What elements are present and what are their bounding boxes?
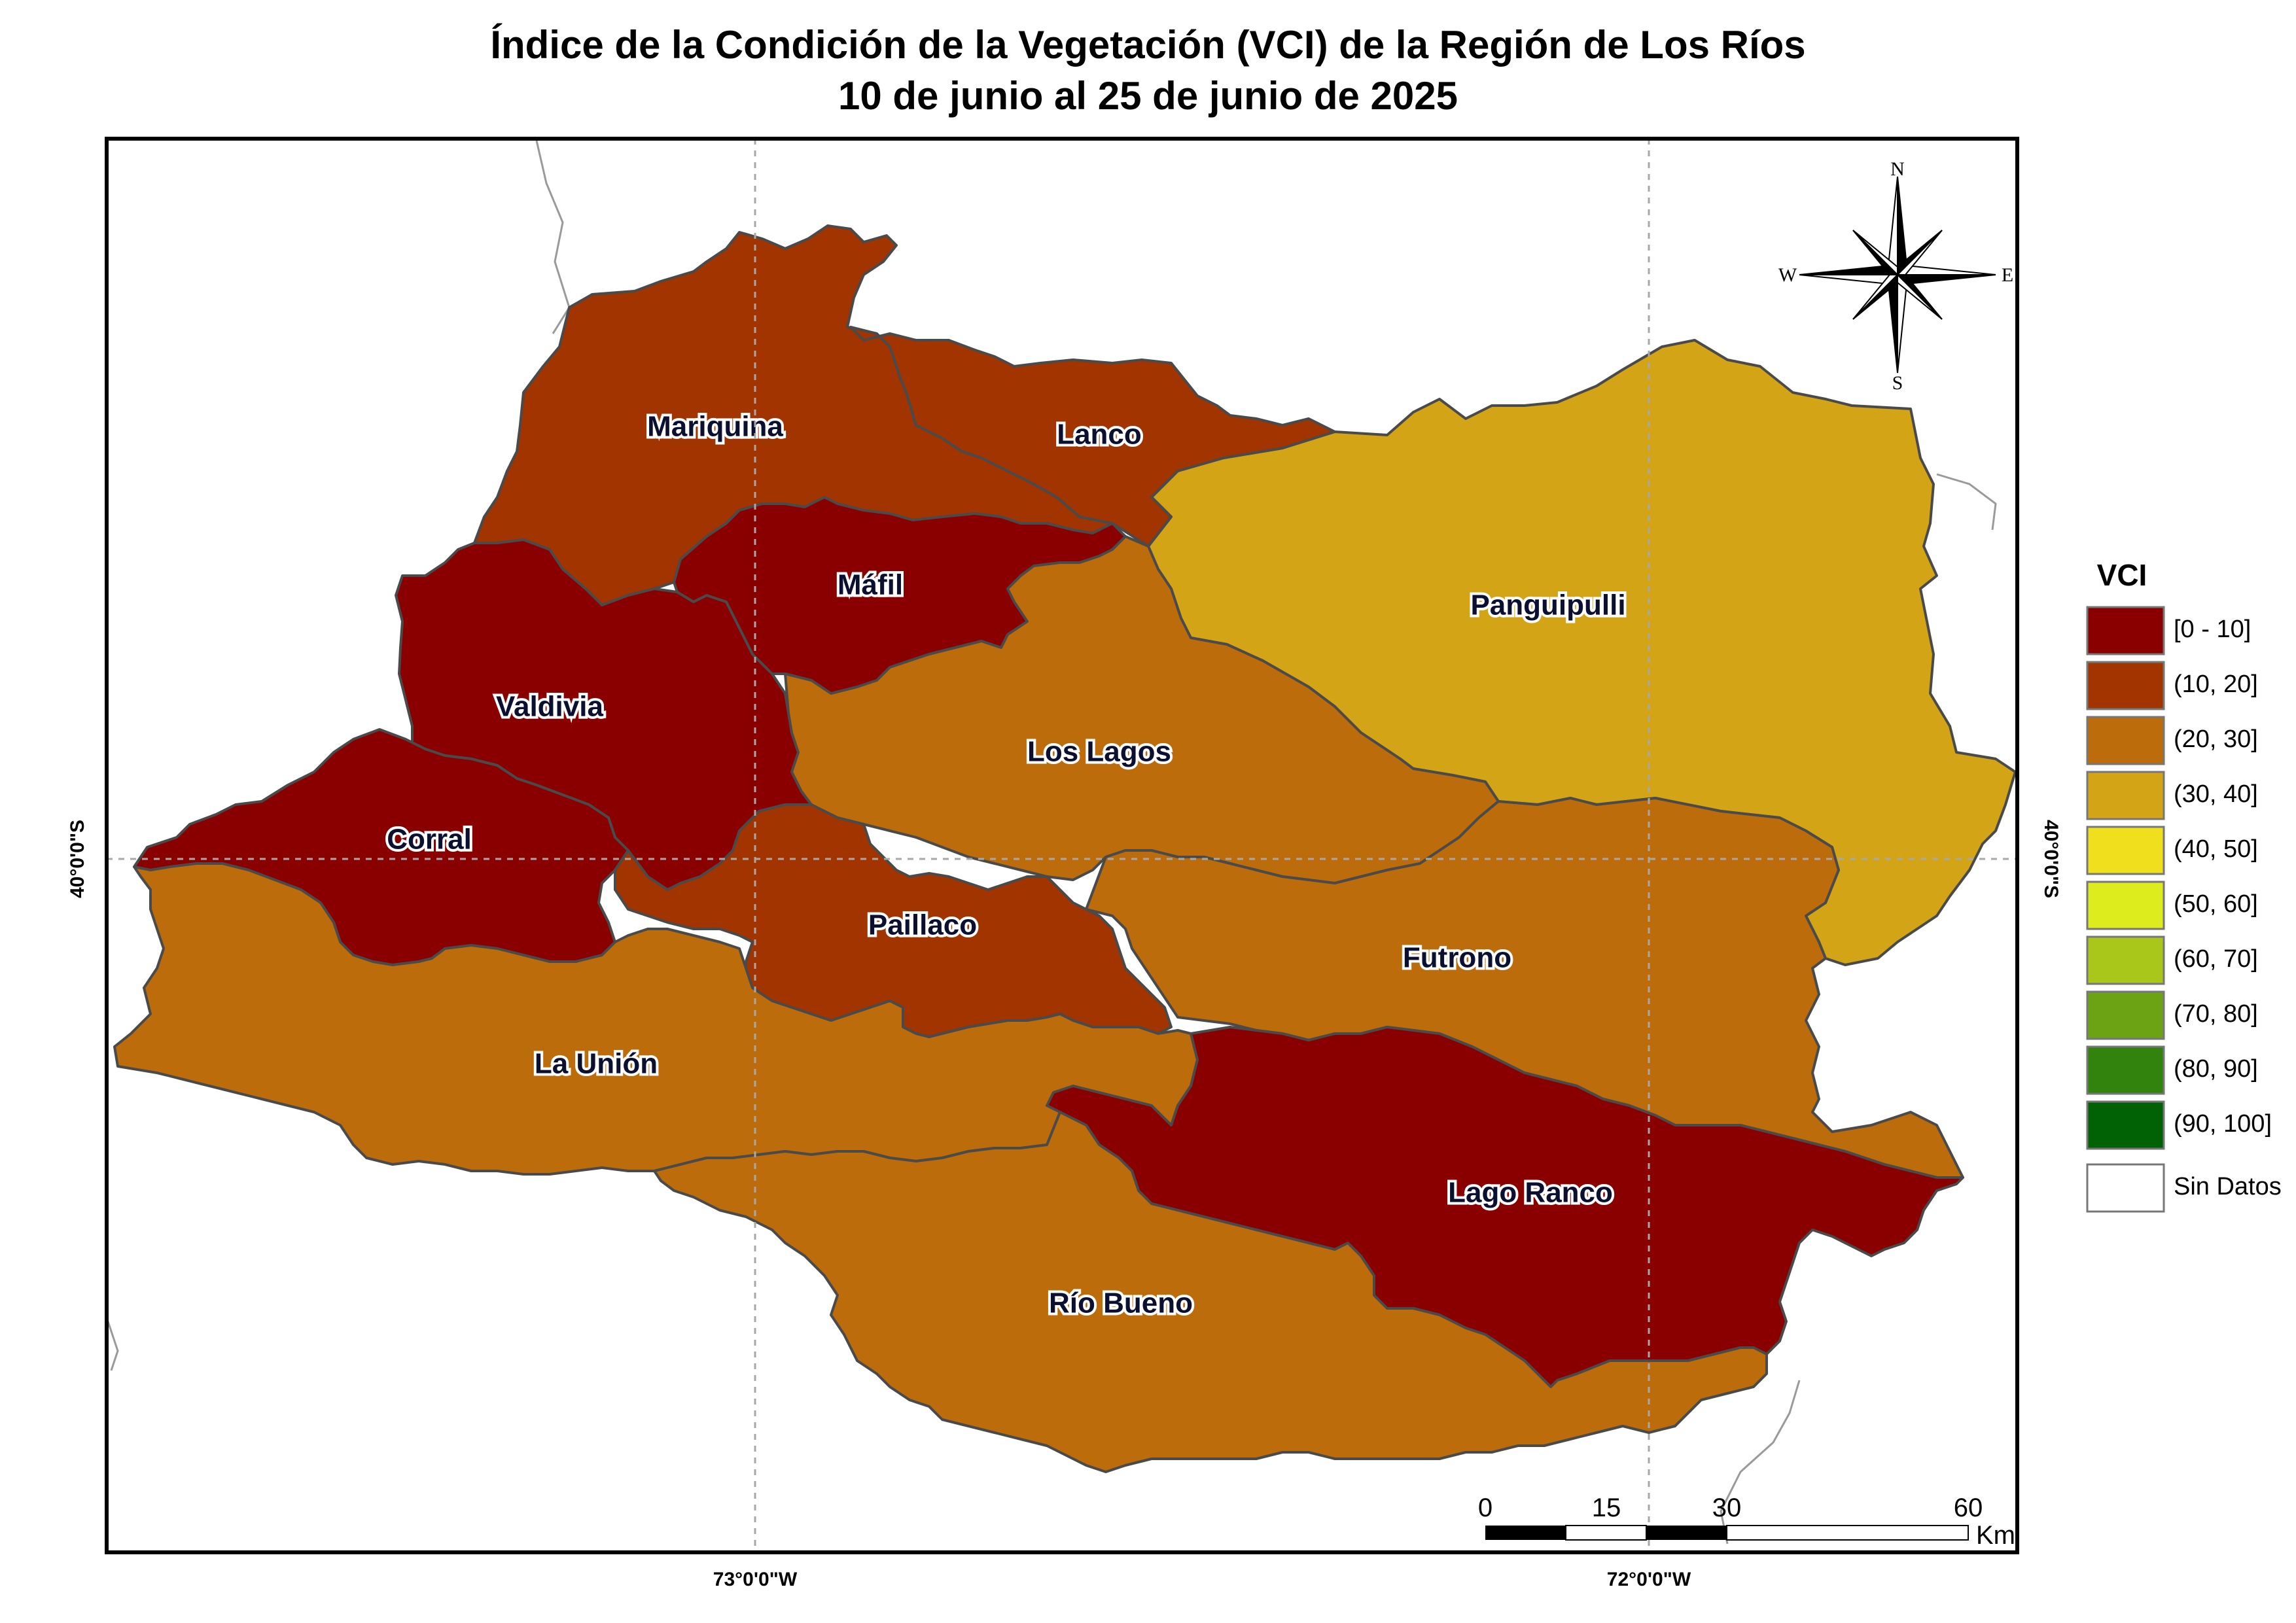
legend-label: [0 - 10] <box>2174 616 2251 643</box>
scale-tick-30: 30 <box>1712 1493 1742 1522</box>
municipality-rio-bueno[interactable] <box>653 1111 1768 1473</box>
legend-label: (50, 60] <box>2174 890 2258 918</box>
municipality-polygons <box>113 224 2017 1473</box>
label-los-lagos: Los Lagos <box>1027 736 1171 768</box>
lat-label-right: 40°0'0"S <box>2040 820 2062 898</box>
legend-swatch <box>2086 826 2165 875</box>
label-la-union: La Unión <box>535 1048 658 1080</box>
legend-label: (10, 20] <box>2174 671 2258 698</box>
compass-west-label: W <box>1778 264 1797 286</box>
scale-unit: Km <box>1976 1521 2015 1550</box>
legend-label: Sin Datos <box>2174 1173 2282 1200</box>
legend-swatch <box>2086 771 2165 820</box>
legend-swatch <box>2086 716 2165 765</box>
neighbour-boundaries <box>107 140 1997 1544</box>
compass-east-label: E <box>2002 264 2013 286</box>
legend-label: (90, 100] <box>2174 1110 2272 1138</box>
compass-north-label: N <box>1890 158 1905 180</box>
legend-swatch <box>2086 1100 2165 1150</box>
legend-label: (60, 70] <box>2174 945 2258 973</box>
lat-label-left: 40°0'0"S <box>67 820 88 898</box>
legend-label: (30, 40] <box>2174 780 2258 808</box>
legend-swatch <box>2086 606 2165 655</box>
map-frame <box>105 137 2019 1554</box>
graticule-lines <box>107 139 2017 1552</box>
label-valdivia: Valdivia <box>496 691 603 723</box>
label-paillaco: Paillaco <box>868 909 977 941</box>
scale-tick-60: 60 <box>1954 1493 1983 1522</box>
compass-south-label: S <box>1892 372 1903 394</box>
lon-label-right: 72°0'0"W <box>1607 1569 1691 1590</box>
label-futrono: Futrono <box>1403 942 1511 974</box>
legend-label: (20, 30] <box>2174 725 2258 753</box>
legend-label: (40, 50] <box>2174 835 2258 863</box>
legend-swatch <box>2086 990 2165 1040</box>
legend-title: VCI <box>2097 558 2147 592</box>
legend: VCI [0 - 10] (10, 20] (20, 30] (30, 40] (40,… <box>2086 558 2282 1213</box>
label-mafil: Máfil <box>838 569 903 601</box>
label-lago-ranco: Lago Ranco <box>1448 1177 1613 1209</box>
legend-swatch <box>2086 661 2165 710</box>
municipality-labels: Mariquina Lanco Máfil Valdivia Corral Pa… <box>384 408 1628 1322</box>
legend-items: [0 - 10] (10, 20] (20, 30] (30, 40] (40, 50]… <box>2086 606 2282 1213</box>
label-panguipulli: Panguipulli <box>1470 589 1625 621</box>
map-title: Índice de la Condición de la Vegetación … <box>0 20 2296 122</box>
scale-tick-0: 0 <box>1478 1493 1492 1522</box>
legend-swatch <box>2086 935 2165 985</box>
legend-swatch <box>2086 881 2165 930</box>
municipality-lanco[interactable] <box>849 326 1336 548</box>
compass-rose-icon: N S E W <box>1778 158 2013 394</box>
municipality-los-lagos[interactable] <box>784 535 1500 884</box>
legend-label: (70, 80] <box>2174 1000 2258 1028</box>
legend-swatch <box>2086 1163 2165 1213</box>
scale-tick-15: 15 <box>1592 1493 1621 1522</box>
lon-label-left: 73°0'0"W <box>713 1569 798 1590</box>
map-title-line-1: Índice de la Condición de la Vegetación … <box>490 23 1806 67</box>
label-rio-bueno: Río Bueno <box>1049 1287 1193 1319</box>
label-corral: Corral <box>387 824 472 856</box>
label-lanco: Lanco <box>1057 419 1142 451</box>
legend-label: (80, 90] <box>2174 1055 2258 1083</box>
map-title-line-2: 10 de junio al 25 de junio de 2025 <box>838 74 1458 118</box>
scale-bar: 0 15 30 60 Km <box>1478 1493 2015 1550</box>
legend-swatch <box>2086 1045 2165 1095</box>
label-mariquina: Mariquina <box>647 411 783 443</box>
